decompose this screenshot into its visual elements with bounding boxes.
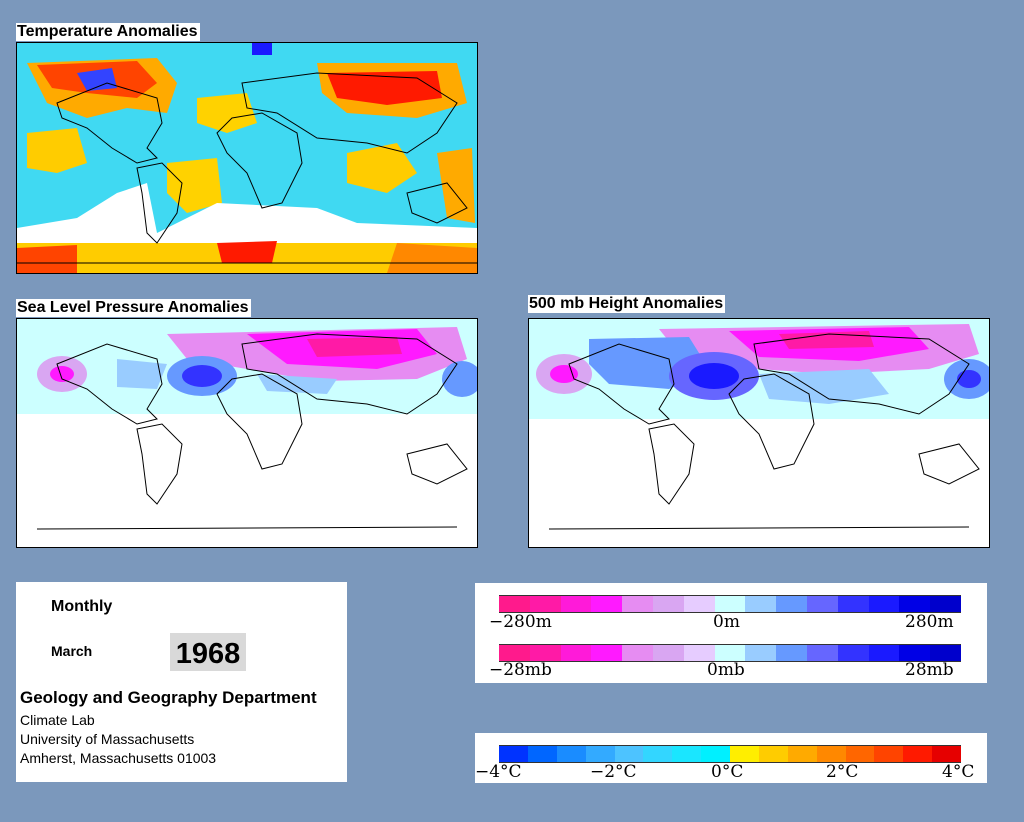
department-name: Geology and Geography Department	[20, 688, 317, 707]
colorbar-swatch	[745, 596, 777, 612]
temperature-legend: −4°C −2°C 0°C 2°C 4°C	[475, 733, 987, 783]
slp-anomaly-map	[16, 318, 478, 548]
colorbar-swatch	[837, 596, 869, 612]
colorbar-swatch	[591, 645, 623, 661]
colorbar-swatch	[560, 596, 592, 612]
year-display: 1968	[170, 633, 246, 671]
height-colorbar	[499, 595, 961, 613]
pressure-tick-label: −28mb	[489, 660, 552, 680]
colorbar-swatch	[622, 596, 653, 612]
colorbar-swatch	[672, 746, 702, 762]
colorbar-swatch	[529, 645, 561, 661]
temperature-tick-label: −2°C	[590, 762, 637, 782]
colorbar-swatch	[845, 746, 875, 762]
colorbar-swatch	[899, 645, 931, 661]
colorbar-swatch	[758, 746, 788, 762]
pressure-tick-label: 0mb	[707, 660, 745, 680]
temperature-tick-label: 4°C	[942, 762, 975, 782]
height-tick-label: −280m	[489, 612, 552, 632]
height-tick-label: 0m	[713, 612, 740, 632]
slp-map-title: Sea Level Pressure Anomalies	[16, 299, 251, 317]
info-line: University of Massachusetts	[20, 731, 195, 747]
colorbar-swatch	[614, 746, 644, 762]
colorbar-swatch	[714, 645, 746, 661]
colorbar-swatch	[868, 645, 900, 661]
colorbar-swatch	[930, 596, 961, 612]
pressure-colorbar	[499, 644, 961, 662]
colorbar-swatch	[930, 645, 961, 661]
height-tick-label: 280m	[905, 612, 954, 632]
temperature-tick-label: −4°C	[475, 762, 522, 782]
colorbar-swatch	[787, 746, 817, 762]
slp-map-graphic	[17, 319, 477, 547]
colorbar-swatch	[874, 746, 904, 762]
colorbar-swatch	[591, 596, 623, 612]
colorbar-swatch	[499, 596, 530, 612]
temperature-tick-label: 2°C	[826, 762, 859, 782]
anomaly-legend: −280m 0m 280m −28mb 0mb 28mb	[475, 583, 987, 683]
colorbar-swatch	[899, 596, 931, 612]
info-line: Amherst, Massachusetts 01003	[20, 750, 217, 766]
colorbar-swatch	[714, 596, 746, 612]
colorbar-swatch	[560, 645, 592, 661]
period-heading: Monthly	[51, 598, 113, 615]
colorbar-swatch	[585, 746, 615, 762]
temperature-anomaly-map	[16, 42, 478, 274]
colorbar-swatch	[776, 645, 807, 661]
pressure-tick-label: 28mb	[905, 660, 954, 680]
height500-map-title: 500 mb Height Anomalies	[528, 295, 726, 313]
colorbar-swatch	[499, 645, 530, 661]
colorbar-swatch	[730, 746, 759, 762]
colorbar-swatch	[837, 645, 869, 661]
colorbar-swatch	[499, 746, 528, 762]
temperature-tick-label: 0°C	[711, 762, 744, 782]
temperature-map-graphic	[17, 43, 477, 273]
colorbar-swatch	[683, 645, 715, 661]
colorbar-swatch	[652, 645, 684, 661]
info-panel: Monthly March 1968 Geology and Geography…	[16, 582, 347, 782]
colorbar-swatch	[701, 746, 730, 762]
colorbar-swatch	[683, 596, 715, 612]
colorbar-swatch	[527, 746, 557, 762]
colorbar-swatch	[745, 645, 777, 661]
height500-map-graphic	[529, 319, 989, 547]
colorbar-swatch	[776, 596, 807, 612]
colorbar-swatch	[868, 596, 900, 612]
colorbar-swatch	[529, 596, 561, 612]
colorbar-swatch	[903, 746, 933, 762]
temperature-map-title: Temperature Anomalies	[16, 23, 200, 41]
temperature-colorbar	[499, 745, 961, 763]
colorbar-swatch	[806, 645, 838, 661]
colorbar-swatch	[556, 746, 586, 762]
colorbar-swatch	[643, 746, 673, 762]
colorbar-swatch	[806, 596, 838, 612]
colorbar-swatch	[816, 746, 846, 762]
month-label: March	[51, 643, 93, 659]
colorbar-swatch	[622, 645, 653, 661]
height500-anomaly-map	[528, 318, 990, 548]
colorbar-swatch	[932, 746, 961, 762]
info-line: Climate Lab	[20, 712, 95, 728]
colorbar-swatch	[652, 596, 684, 612]
